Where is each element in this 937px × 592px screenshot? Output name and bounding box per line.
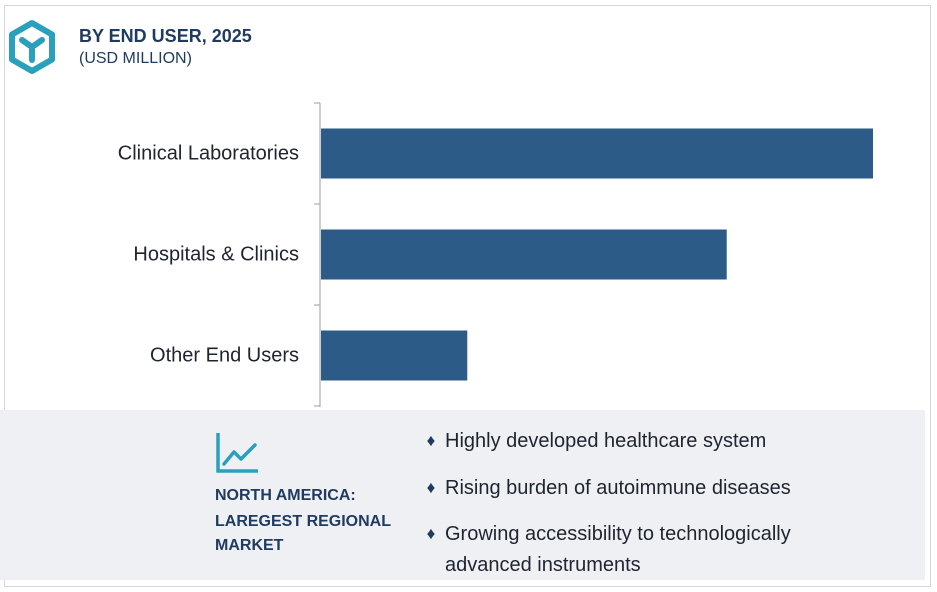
region-heading-line-3: MARKET xyxy=(215,537,284,554)
diamond-bullet-icon: ♦ xyxy=(426,524,436,543)
category-label: Clinical Laboratories xyxy=(118,143,299,165)
region-heading-line-1: NORTH AMERICA: xyxy=(215,487,356,504)
bar-other-end-users xyxy=(321,330,468,381)
bar-clinical-laboratories xyxy=(321,128,873,179)
diamond-bullet-icon: ♦ xyxy=(426,478,436,497)
category-label: Hospitals & Clinics xyxy=(133,244,299,266)
category-label: Other End Users xyxy=(150,345,299,367)
y-axis-ticks xyxy=(314,102,320,407)
bar-hospitals-clinics xyxy=(321,229,727,280)
trend-line-icon xyxy=(216,433,258,473)
insight-panel xyxy=(0,410,925,580)
chart-subtitle: (USD MILLION) xyxy=(79,50,192,67)
category-labels: Clinical Laboratories Hospitals & Clinics… xyxy=(118,143,299,367)
bullet-text-1: Highly developed healthcare system xyxy=(445,430,767,452)
diamond-bullet-icon: ♦ xyxy=(426,431,436,450)
cube-logo-icon xyxy=(9,20,55,74)
bar-chart: Clinical Laboratories Hospitals & Clinics… xyxy=(118,102,873,407)
chart-title: BY END USER, 2025 xyxy=(79,26,252,46)
bullet-text-3-line-2: advanced instruments xyxy=(445,554,641,576)
bullet-text-3-line-1: Growing accessibility to technologically xyxy=(445,523,791,545)
bullet-text-2: Rising burden of autoimmune diseases xyxy=(445,477,791,499)
bar-series xyxy=(321,128,873,381)
region-heading-line-2: LAREGEST REGIONAL xyxy=(215,513,392,530)
